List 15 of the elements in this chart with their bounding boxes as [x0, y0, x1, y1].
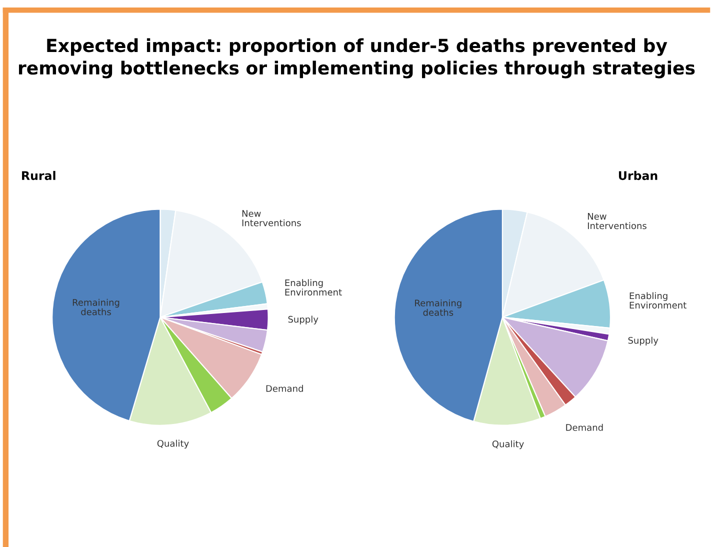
- slice-label: Quality: [492, 440, 524, 450]
- chart-subtitle: Urban: [618, 170, 658, 180]
- slice-label: Demand: [266, 384, 303, 392]
- slice-label: Remaining deaths: [415, 299, 462, 316]
- slice-label: Demand: [566, 424, 603, 431]
- slice-label: New Interventions: [242, 210, 301, 226]
- slice-label: Supply: [288, 316, 318, 324]
- slice-label: Enabling Environment: [285, 279, 342, 296]
- slice-label: Quality: [157, 440, 189, 449]
- slice-label: New Interventions: [588, 213, 646, 230]
- slice-label: Supply: [628, 336, 658, 346]
- slice-label: Remaining deaths: [72, 298, 120, 316]
- chart-subtitle: Rural: [22, 170, 56, 180]
- chart-title: Expected impact: proportion of under-5 deaths prevented by removing bottlenecks or implementing policies through strategies: [18, 38, 695, 78]
- slice-label: Enabling Environment: [630, 292, 686, 309]
